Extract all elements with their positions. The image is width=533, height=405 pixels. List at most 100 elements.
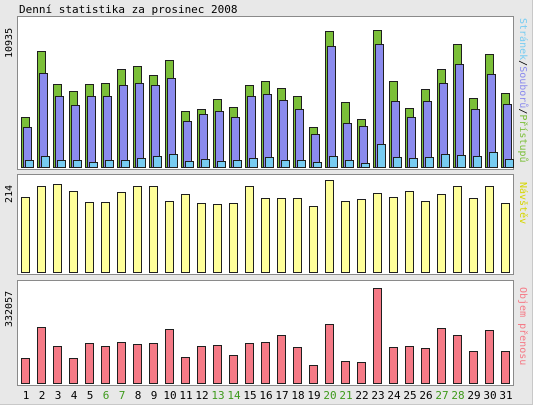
day-label: 26 — [419, 389, 433, 402]
pages-bar — [473, 156, 482, 168]
pages-bar — [105, 159, 114, 168]
transfer-bar — [485, 329, 494, 384]
visits-bar — [389, 197, 398, 273]
visits-bar — [101, 202, 110, 273]
visits-bar — [501, 202, 510, 273]
files-bar — [119, 84, 128, 168]
files-bar — [455, 63, 464, 168]
pages-bar — [377, 143, 386, 168]
day-label: 20 — [323, 389, 337, 402]
pages-bar — [217, 160, 226, 168]
pages-bar — [153, 156, 162, 168]
transfer-bar — [101, 346, 110, 384]
transfer-bar — [501, 351, 510, 384]
visits-bar — [325, 179, 334, 273]
day-label: 6 — [102, 389, 110, 402]
transfer-bar — [181, 356, 190, 384]
pages-bar — [201, 159, 210, 168]
visits-bar — [149, 186, 158, 273]
visits-bar — [437, 193, 446, 273]
day-label: 18 — [291, 389, 305, 402]
pages-bar — [441, 153, 450, 168]
files-bar — [39, 73, 48, 168]
pages-bar — [297, 159, 306, 168]
visits-bar — [69, 191, 78, 273]
visits-bar — [181, 193, 190, 273]
transfer-bar — [277, 335, 286, 384]
day-label: 7 — [118, 389, 126, 402]
visits-bar — [21, 197, 30, 273]
transfer-bar — [357, 362, 366, 384]
day-label: 27 — [435, 389, 449, 402]
day-label: 1 — [22, 389, 30, 402]
pages-bar — [233, 159, 242, 168]
day-label: 15 — [243, 389, 257, 402]
day-label: 5 — [86, 389, 94, 402]
visits-bar — [485, 185, 494, 273]
visits-bar — [85, 202, 94, 273]
transfer-bar — [53, 346, 62, 384]
transfer-bar — [389, 346, 398, 384]
transfer-bar — [421, 347, 430, 384]
pages-bar — [41, 156, 50, 168]
visits-bar — [229, 202, 238, 273]
day-label: 4 — [70, 389, 78, 402]
transfer-bar — [117, 342, 126, 384]
day-label: 28 — [451, 389, 465, 402]
transfer-bar — [197, 346, 206, 384]
day-label: 3 — [54, 389, 62, 402]
day-label: 23 — [371, 389, 385, 402]
visits-bar — [453, 186, 462, 273]
visits-bar — [261, 197, 270, 273]
pages-bar — [265, 157, 274, 168]
transfer-bar — [325, 323, 334, 384]
transfer-bar — [309, 365, 318, 384]
transfer-bar — [149, 342, 158, 384]
transfer-bar — [341, 361, 350, 384]
transfer-bar — [85, 342, 94, 384]
transfer-bar — [165, 329, 174, 384]
pages-bar — [393, 157, 402, 168]
visits-bar — [277, 198, 286, 273]
files-bar — [55, 96, 64, 168]
day-label: 8 — [134, 389, 142, 402]
visits-bar — [53, 184, 62, 273]
day-label: 29 — [467, 389, 481, 402]
files-bar — [215, 111, 224, 168]
visits-bar — [373, 192, 382, 273]
day-label: 19 — [307, 389, 321, 402]
visits-bar — [293, 198, 302, 273]
pages-bar — [25, 159, 34, 168]
day-label: 21 — [339, 389, 353, 402]
files-bar — [135, 83, 144, 168]
day-label: 17 — [275, 389, 289, 402]
pages-bar — [281, 159, 290, 168]
transfer-bar — [261, 342, 270, 384]
day-label: 25 — [403, 389, 417, 402]
transfer-bar — [469, 351, 478, 384]
visits-bar — [341, 201, 350, 273]
files-bar — [103, 96, 112, 168]
visits-bar — [165, 200, 174, 273]
visits-bar — [405, 190, 414, 273]
transfer-bar — [21, 357, 30, 384]
pages-bar — [489, 152, 498, 168]
visits-bar — [213, 203, 222, 273]
day-label: 11 — [179, 389, 193, 402]
visits-bar — [245, 185, 254, 273]
visits-bar — [357, 198, 366, 273]
pages-bar — [361, 162, 370, 168]
day-label: 30 — [483, 389, 497, 402]
transfer-bar — [37, 326, 46, 384]
visits-bar — [117, 192, 126, 273]
pages-bar — [89, 161, 98, 168]
pages-bar — [345, 160, 354, 168]
pages-bar — [57, 159, 66, 168]
pages-bar — [409, 157, 418, 168]
day-label: 22 — [355, 389, 369, 402]
day-label: 9 — [150, 389, 158, 402]
visits-bar — [133, 186, 142, 273]
day-label: 13 — [211, 389, 225, 402]
